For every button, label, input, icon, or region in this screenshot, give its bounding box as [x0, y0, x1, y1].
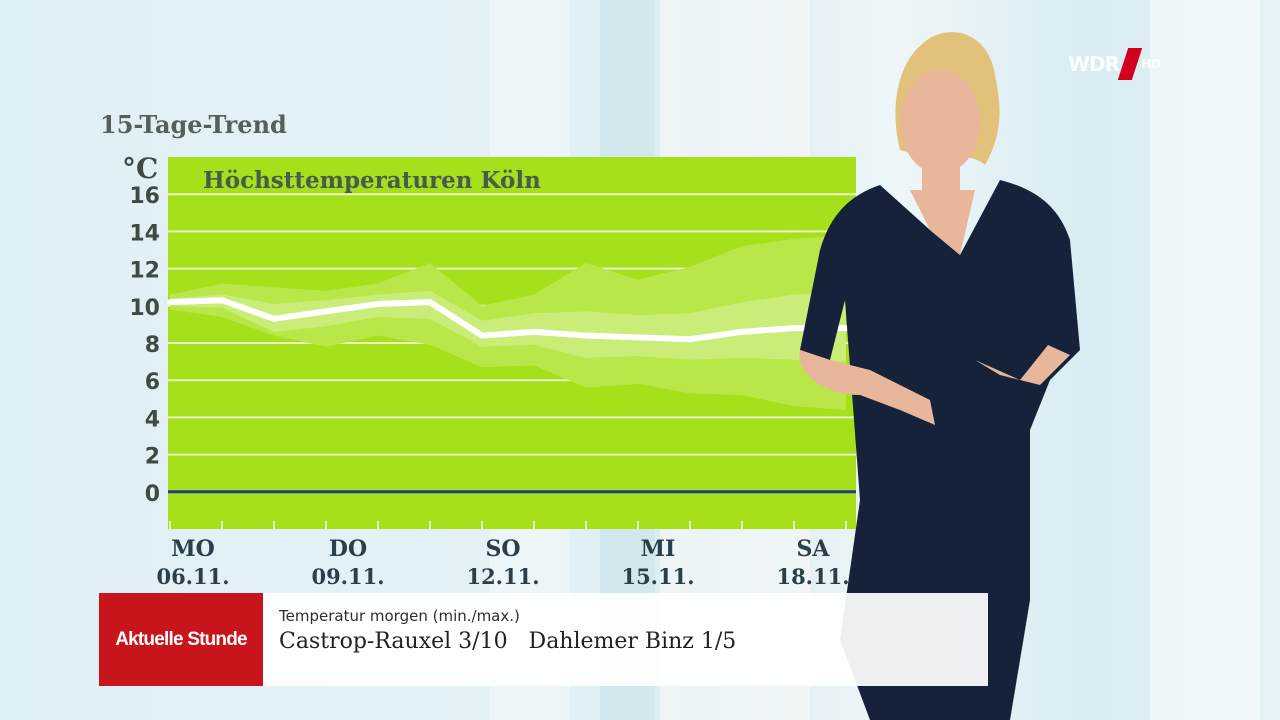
y-tick-label: 8	[145, 333, 160, 358]
y-tick-label: 16	[129, 184, 160, 209]
x-label-day: SA	[796, 536, 830, 562]
y-tick-label: 14	[129, 221, 160, 246]
y-axis-unit: °C	[122, 152, 159, 185]
x-label: SA 18.11.	[753, 536, 873, 590]
series-points	[167, 297, 849, 343]
series-point	[583, 332, 589, 339]
hd-badge: HD	[1141, 57, 1162, 71]
series-point	[479, 332, 485, 339]
background-panel	[1150, 0, 1260, 720]
ticker-brand-label: Aktuelle Stunde	[115, 628, 247, 650]
presenter-face	[900, 70, 980, 174]
presenter-right-hand	[975, 345, 1070, 385]
series-point	[427, 299, 433, 306]
x-label-date: 18.11.	[776, 564, 850, 589]
series-point	[167, 299, 173, 306]
series-point	[375, 300, 381, 307]
news-ticker: Aktuelle Stunde Temperatur morgen (min./…	[99, 593, 988, 686]
x-label-day: DO	[328, 536, 368, 562]
x-label: MO 06.11.	[133, 536, 253, 590]
x-label: SO 12.11.	[443, 536, 563, 590]
series-line	[169, 297, 846, 343]
x-label-day: SO	[485, 536, 521, 562]
x-label-date: 06.11.	[156, 564, 230, 589]
series-point	[271, 315, 277, 322]
ticker-subtitle: Temperatur morgen (min./max.)	[279, 607, 520, 625]
presenter-neckline	[910, 190, 975, 255]
series-point	[531, 328, 537, 335]
series-point	[635, 334, 641, 341]
chart-title: Höchsttemperaturen Köln	[203, 167, 541, 194]
y-tick-label: 10	[129, 296, 160, 321]
series-point	[219, 297, 225, 304]
ticker-body: Temperatur morgen (min./max.) Castrop-Ra…	[263, 593, 988, 686]
chart-heading: 15-Tage-Trend	[100, 110, 287, 139]
presenter-left-hand	[799, 350, 935, 425]
x-label-date: 12.11.	[466, 564, 540, 589]
series-point	[739, 328, 745, 335]
ticker-brand-box: Aktuelle Stunde	[99, 593, 263, 686]
y-tick-label: 12	[129, 259, 160, 284]
y-tick-label: 4	[145, 407, 160, 432]
x-label-day: MO	[171, 536, 215, 562]
ticker-main-text: Castrop-Rauxel 3/10 Dahlemer Binz 1/5	[279, 629, 737, 654]
x-label-date: 09.11.	[311, 564, 385, 589]
x-label: MI 15.11.	[598, 536, 718, 590]
presenter-dress	[800, 180, 1080, 720]
series-point	[791, 325, 797, 332]
x-label-date: 15.11.	[621, 564, 695, 589]
y-tick-label: 0	[145, 482, 160, 507]
y-tick-label: 6	[145, 370, 160, 395]
x-label: DO 09.11.	[288, 536, 408, 590]
x-label-day: MI	[640, 536, 676, 562]
wdr-logo: WDR HD	[1068, 48, 1161, 80]
logo-text: WDR	[1068, 52, 1120, 76]
series-point	[323, 308, 329, 315]
x-tick-marks	[169, 521, 847, 529]
series-point	[687, 336, 693, 343]
y-tick-label: 2	[145, 445, 160, 470]
y-tick-labels: 0 2 4 6 8 10 12 14 16	[129, 184, 160, 507]
